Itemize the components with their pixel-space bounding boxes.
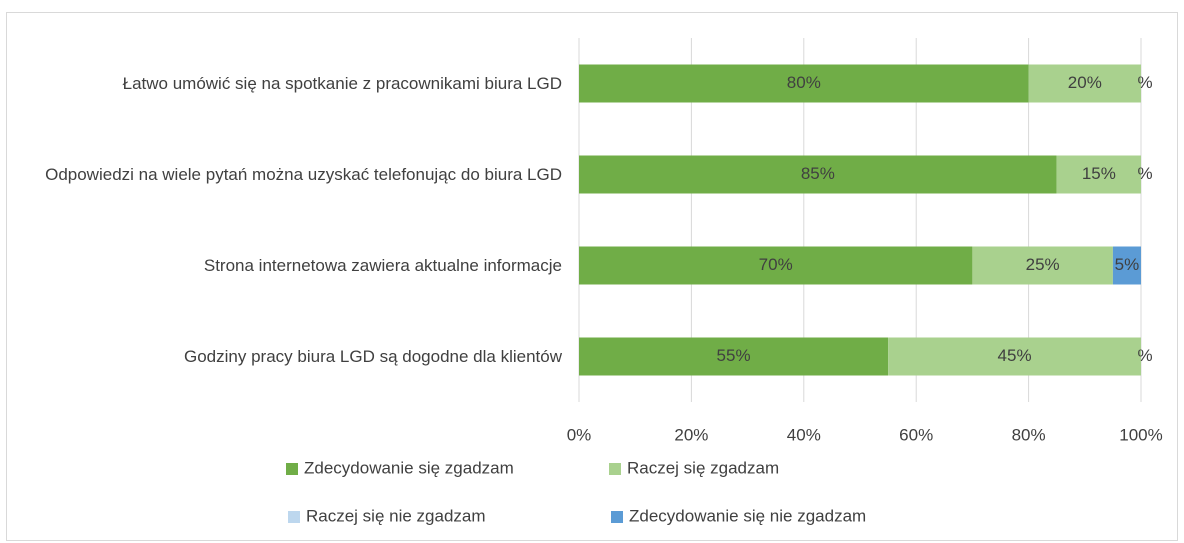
x-tick-label: 60%: [899, 425, 933, 444]
bar-segment: [579, 155, 1057, 194]
bar-segment: [579, 246, 973, 285]
category-label: Łatwo umówić się na spotkanie z pracowni…: [122, 74, 562, 93]
bar-segment: [972, 246, 1113, 285]
legend-label: Raczej się nie zgadzam: [306, 506, 486, 525]
bar-segment: [1028, 64, 1141, 103]
data-label: 80%: [787, 73, 821, 92]
data-label: 15%: [1082, 164, 1116, 183]
category-label-box: Godziny pracy biura LGD są dogodne dla k…: [0, 327, 562, 387]
bar-segment: [579, 337, 889, 376]
data-label: %: [1137, 346, 1152, 365]
x-tick-label: 20%: [674, 425, 708, 444]
data-label: 85%: [801, 164, 835, 183]
legend-swatch: [609, 463, 621, 475]
category-label-box: Łatwo umówić się na spotkanie z pracowni…: [0, 54, 562, 114]
legend-swatch: [286, 463, 298, 475]
data-label: %: [1137, 73, 1152, 92]
category-label: Godziny pracy biura LGD są dogodne dla k…: [184, 347, 562, 366]
data-label: 5%: [1115, 255, 1140, 274]
data-label: %: [1137, 164, 1152, 183]
category-label: Strona internetowa zawiera aktualne info…: [203, 256, 562, 275]
bar-segment: [888, 337, 1141, 376]
bar-segment: [1056, 155, 1141, 194]
legend-swatch: [288, 511, 300, 523]
x-tick-label: 0%: [567, 425, 592, 444]
data-label: 45%: [998, 346, 1032, 365]
legend-label: Zdecydowanie się zgadzam: [304, 458, 514, 477]
data-label: 20%: [1068, 73, 1102, 92]
x-tick-label: 80%: [1012, 425, 1046, 444]
data-label: 70%: [759, 255, 793, 274]
category-label-box: Odpowiedzi na wiele pytań można uzyskać …: [0, 145, 562, 205]
data-label: 25%: [1026, 255, 1060, 274]
data-label: 55%: [717, 346, 751, 365]
category-label: Odpowiedzi na wiele pytań można uzyskać …: [45, 165, 562, 184]
category-label-box: Strona internetowa zawiera aktualne info…: [0, 236, 562, 296]
x-tick-label: 100%: [1119, 425, 1162, 444]
bar-segment: [1112, 246, 1141, 285]
bar-segment: [579, 64, 1029, 103]
legend-label: Raczej się zgadzam: [627, 458, 779, 477]
legend-label: Zdecydowanie się nie zgadzam: [629, 506, 866, 525]
x-tick-label: 40%: [787, 425, 821, 444]
legend-swatch: [611, 511, 623, 523]
